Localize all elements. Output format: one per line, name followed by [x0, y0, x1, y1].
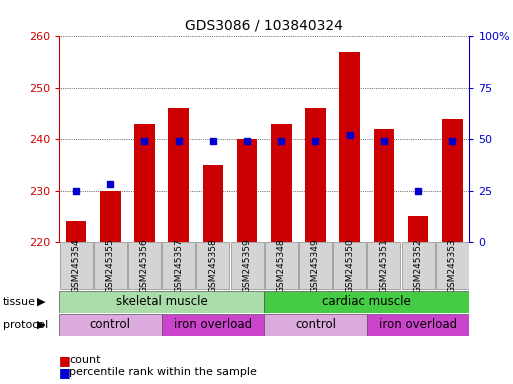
Text: GSM245356: GSM245356	[140, 238, 149, 293]
Bar	[442, 119, 463, 242]
Text: count: count	[69, 355, 101, 365]
Text: GSM245350: GSM245350	[345, 238, 354, 293]
Text: GSM245357: GSM245357	[174, 238, 183, 293]
Text: GSM245359: GSM245359	[243, 238, 251, 293]
Title: GDS3086 / 103840324: GDS3086 / 103840324	[185, 18, 343, 33]
Text: iron overload: iron overload	[379, 318, 457, 331]
Text: GSM245353: GSM245353	[448, 238, 457, 293]
Text: ▶: ▶	[36, 297, 45, 307]
Bar	[168, 108, 189, 242]
Bar	[340, 52, 360, 242]
Text: GSM245351: GSM245351	[380, 238, 388, 293]
Text: cardiac muscle: cardiac muscle	[322, 295, 411, 308]
FancyBboxPatch shape	[436, 242, 469, 290]
FancyBboxPatch shape	[94, 242, 127, 290]
FancyBboxPatch shape	[60, 242, 92, 290]
Bar	[100, 190, 121, 242]
Bar	[203, 165, 223, 242]
Text: iron overload: iron overload	[174, 318, 252, 331]
Bar	[408, 216, 428, 242]
FancyBboxPatch shape	[333, 242, 366, 290]
Bar	[66, 221, 86, 242]
Text: GSM245348: GSM245348	[277, 238, 286, 293]
FancyBboxPatch shape	[299, 242, 332, 290]
Text: percentile rank within the sample: percentile rank within the sample	[69, 367, 257, 377]
Text: GSM245352: GSM245352	[413, 238, 423, 293]
FancyBboxPatch shape	[231, 242, 264, 290]
Text: GSM245349: GSM245349	[311, 238, 320, 293]
Bar	[305, 108, 326, 242]
FancyBboxPatch shape	[367, 242, 400, 290]
Text: GSM245355: GSM245355	[106, 238, 115, 293]
Bar	[373, 129, 394, 242]
FancyBboxPatch shape	[59, 291, 264, 313]
Bar	[134, 124, 155, 242]
Text: ■: ■	[59, 366, 71, 379]
FancyBboxPatch shape	[59, 314, 162, 336]
FancyBboxPatch shape	[264, 314, 367, 336]
Text: skeletal muscle: skeletal muscle	[116, 295, 207, 308]
Text: GSM245354: GSM245354	[72, 238, 81, 293]
FancyBboxPatch shape	[402, 242, 435, 290]
Bar	[271, 124, 291, 242]
Text: tissue: tissue	[3, 297, 35, 307]
Text: control: control	[295, 318, 336, 331]
Text: ▶: ▶	[36, 320, 45, 330]
FancyBboxPatch shape	[265, 242, 298, 290]
Text: control: control	[90, 318, 131, 331]
FancyBboxPatch shape	[367, 314, 469, 336]
Text: ■: ■	[59, 354, 71, 367]
FancyBboxPatch shape	[162, 242, 195, 290]
FancyBboxPatch shape	[196, 242, 229, 290]
FancyBboxPatch shape	[162, 314, 264, 336]
Text: GSM245358: GSM245358	[208, 238, 218, 293]
FancyBboxPatch shape	[264, 291, 469, 313]
Bar	[237, 139, 258, 242]
Text: protocol: protocol	[3, 320, 48, 330]
FancyBboxPatch shape	[128, 242, 161, 290]
